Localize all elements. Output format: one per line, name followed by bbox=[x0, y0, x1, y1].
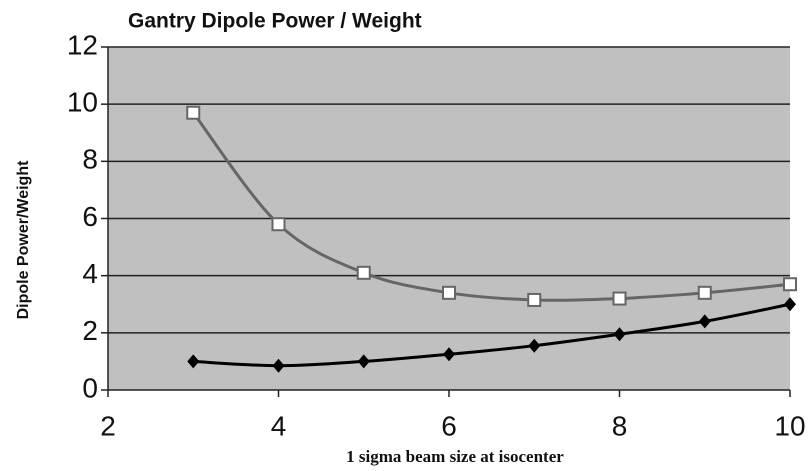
x-tick-label: 8 bbox=[612, 410, 628, 441]
marker bbox=[527, 292, 542, 307]
marker bbox=[613, 327, 626, 342]
series-line bbox=[193, 302, 791, 368]
marker bbox=[272, 358, 285, 373]
marker bbox=[357, 354, 370, 369]
y-tick-label: 6 bbox=[82, 201, 98, 232]
marker bbox=[187, 354, 200, 369]
x-tick-label: 6 bbox=[441, 410, 457, 441]
marker bbox=[783, 277, 797, 292]
y-tick-label: 10 bbox=[67, 87, 98, 118]
y-axis-label: Dipole Power/Weight bbox=[15, 160, 32, 320]
marker bbox=[612, 291, 627, 306]
x-axis-label: 1 sigma beam size at isocenter bbox=[346, 447, 564, 466]
marker bbox=[186, 105, 201, 120]
y-tick-label: 2 bbox=[82, 315, 98, 346]
x-tick-label: 4 bbox=[271, 410, 287, 441]
y-tick-label: 0 bbox=[82, 372, 98, 403]
x-tick-label: 10 bbox=[774, 410, 805, 441]
y-tick-label: 4 bbox=[82, 258, 98, 289]
chart-title: Gantry Dipole Power / Weight bbox=[128, 10, 422, 33]
marker bbox=[356, 265, 371, 280]
marker bbox=[784, 297, 796, 312]
marker bbox=[697, 285, 712, 300]
x-tick-label: 2 bbox=[100, 410, 116, 441]
marker bbox=[442, 285, 456, 300]
marker bbox=[528, 338, 541, 353]
marker bbox=[698, 314, 711, 329]
marker bbox=[271, 217, 286, 232]
y-tick-label: 12 bbox=[67, 29, 98, 60]
y-tick-label: 8 bbox=[82, 144, 98, 175]
marker bbox=[443, 347, 455, 362]
